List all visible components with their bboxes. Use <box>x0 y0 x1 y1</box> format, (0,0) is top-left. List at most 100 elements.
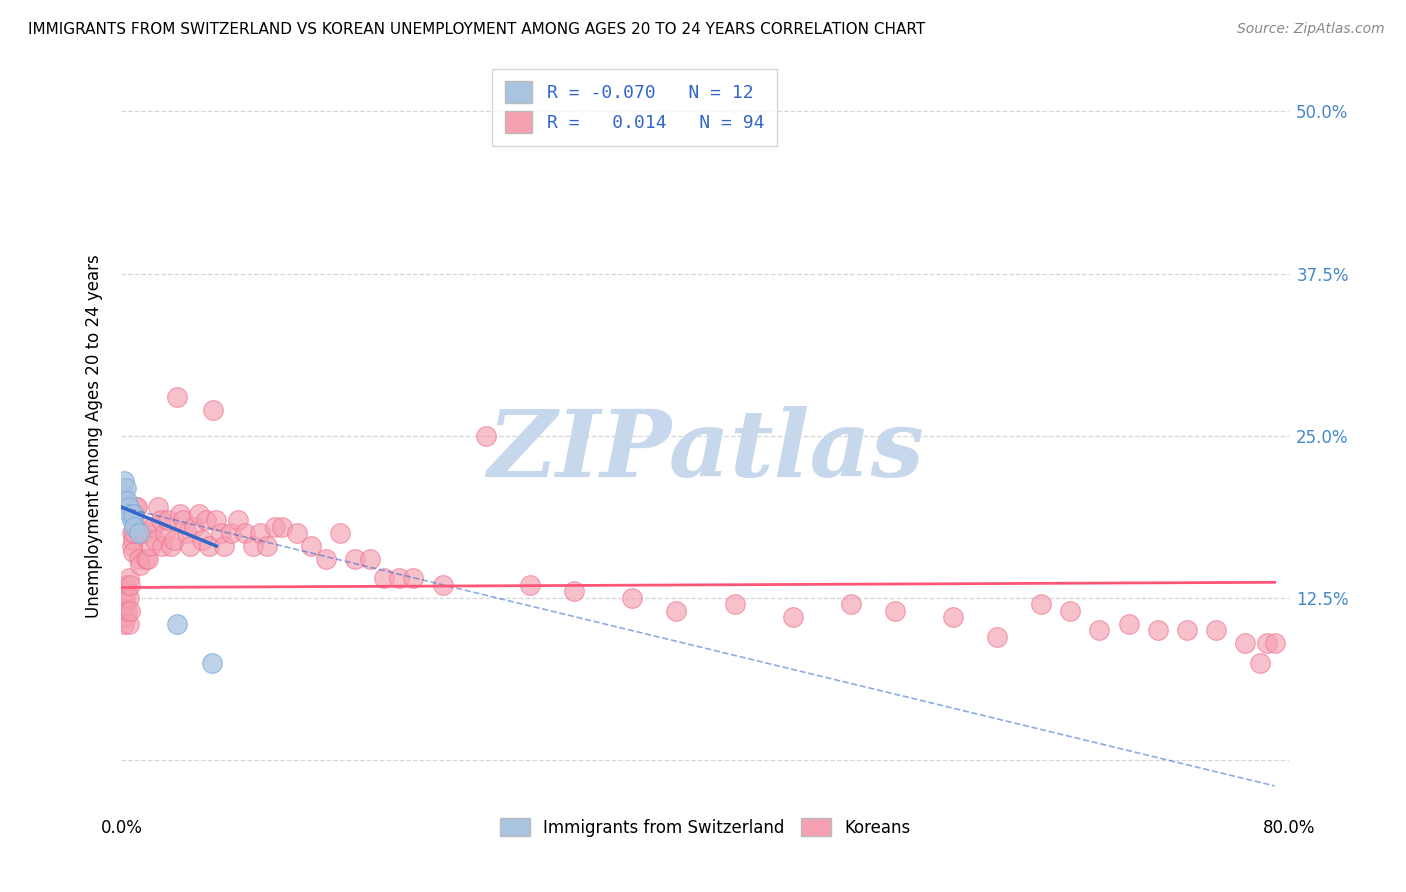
Point <box>115 493 138 508</box>
Point <box>169 507 191 521</box>
Point <box>124 507 146 521</box>
Point <box>884 604 907 618</box>
Point <box>242 539 264 553</box>
Point <box>402 571 425 585</box>
Point <box>256 539 278 553</box>
Point <box>1205 624 1227 638</box>
Point <box>219 526 242 541</box>
Point <box>120 604 142 618</box>
Point <box>315 552 337 566</box>
Point <box>1264 636 1286 650</box>
Point <box>226 513 249 527</box>
Point <box>183 519 205 533</box>
Point <box>153 526 176 541</box>
Point <box>432 578 454 592</box>
Point <box>1256 636 1278 650</box>
Point <box>121 539 143 553</box>
Point <box>112 584 135 599</box>
Point <box>111 591 134 605</box>
Point <box>839 598 862 612</box>
Point <box>122 533 145 547</box>
Text: Source: ZipAtlas.com: Source: ZipAtlas.com <box>1237 22 1385 37</box>
Point <box>114 481 136 495</box>
Point <box>1147 624 1170 638</box>
Point <box>271 519 294 533</box>
Point <box>114 578 136 592</box>
Point <box>143 533 166 547</box>
Point <box>723 598 745 612</box>
Point <box>118 591 141 605</box>
Point <box>124 519 146 533</box>
Point <box>142 519 165 533</box>
Point <box>166 616 188 631</box>
Point <box>1234 636 1257 650</box>
Point <box>160 539 183 553</box>
Point <box>209 526 232 541</box>
Point <box>1029 598 1052 612</box>
Point <box>115 604 138 618</box>
Point <box>205 513 228 527</box>
Point <box>149 513 172 527</box>
Text: IMMIGRANTS FROM SWITZERLAND VS KOREAN UNEMPLOYMENT AMONG AGES 20 TO 24 YEARS COR: IMMIGRANTS FROM SWITZERLAND VS KOREAN UN… <box>28 22 925 37</box>
Point <box>128 552 150 566</box>
Point <box>212 539 235 553</box>
Point <box>665 604 688 618</box>
Point <box>150 539 173 553</box>
Legend: Immigrants from Switzerland, Koreans: Immigrants from Switzerland, Koreans <box>492 810 920 845</box>
Point <box>359 552 381 566</box>
Point <box>201 656 224 670</box>
Point <box>202 402 225 417</box>
Point <box>1118 616 1140 631</box>
Point <box>136 552 159 566</box>
Point <box>121 513 143 527</box>
Y-axis label: Unemployment Among Ages 20 to 24 years: Unemployment Among Ages 20 to 24 years <box>86 254 103 617</box>
Point <box>172 513 194 527</box>
Point <box>121 526 143 541</box>
Point <box>115 584 138 599</box>
Point <box>128 526 150 541</box>
Point <box>157 513 180 527</box>
Point <box>1249 656 1271 670</box>
Point <box>263 519 285 533</box>
Point <box>1088 624 1111 638</box>
Point <box>111 610 134 624</box>
Point <box>562 584 585 599</box>
Point <box>198 539 221 553</box>
Point <box>125 519 148 533</box>
Point <box>782 610 804 624</box>
Point <box>114 610 136 624</box>
Point <box>986 630 1008 644</box>
Point <box>122 507 145 521</box>
Point <box>249 526 271 541</box>
Text: ZIPatlas: ZIPatlas <box>486 406 924 496</box>
Point <box>118 500 141 514</box>
Point <box>1059 604 1081 618</box>
Point <box>195 513 218 527</box>
Point <box>176 526 198 541</box>
Point <box>112 616 135 631</box>
Point <box>118 571 141 585</box>
Point <box>120 507 142 521</box>
Point <box>112 604 135 618</box>
Point <box>112 474 135 488</box>
Point <box>179 539 201 553</box>
Point <box>235 526 257 541</box>
Point <box>134 519 156 533</box>
Point <box>190 533 212 547</box>
Point <box>118 616 141 631</box>
Point <box>166 390 188 404</box>
Point <box>124 526 146 541</box>
Point <box>114 598 136 612</box>
Point <box>621 591 644 605</box>
Point <box>475 428 498 442</box>
Point <box>135 552 157 566</box>
Point <box>1175 624 1198 638</box>
Point <box>163 533 186 547</box>
Point <box>373 571 395 585</box>
Point <box>122 545 145 559</box>
Point <box>388 571 411 585</box>
Point <box>127 500 149 514</box>
Point <box>139 539 162 553</box>
Point <box>120 578 142 592</box>
Point <box>285 526 308 541</box>
